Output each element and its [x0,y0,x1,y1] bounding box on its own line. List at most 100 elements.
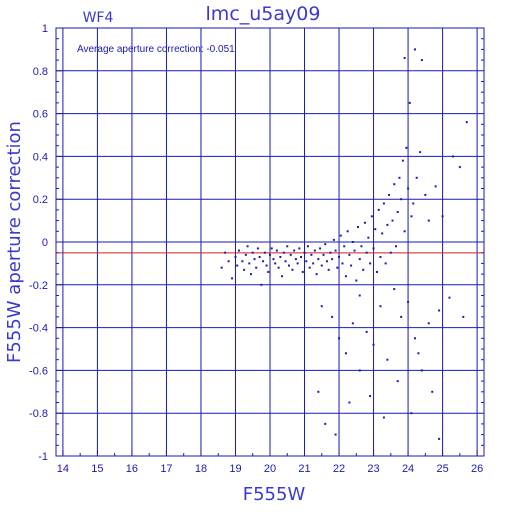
data-point [253,258,256,261]
data-point [351,241,354,243]
data-point [424,193,427,196]
data-point [381,232,384,235]
x-tick-label: 23 [367,463,379,475]
y-tick-label: 0.4 [33,151,48,163]
data-point [282,251,285,254]
x-tick-label: 16 [126,463,138,475]
data-point [438,309,441,312]
data-point [338,255,341,258]
data-point [407,300,410,303]
data-point [412,202,415,205]
data-point [451,155,454,158]
data-point [427,219,430,222]
data-point [462,315,465,318]
data-point [369,395,372,398]
data-point [465,121,468,124]
y-tick-label: 0.2 [33,194,48,206]
data-point [403,56,406,59]
data-point [431,390,434,393]
data-point [379,255,382,258]
data-point [434,185,437,188]
data-point [306,245,309,248]
data-point [343,245,346,248]
data-point [401,159,404,162]
chart-title: lmc_u5ay09 [206,3,321,25]
y-tick-label: -0.8 [29,408,48,420]
data-point [293,249,296,252]
data-point [269,253,271,256]
data-point [244,253,247,256]
data-point [386,358,389,361]
y-tick-label: 0.8 [33,66,48,78]
data-point [398,176,401,179]
data-point [351,322,354,325]
y-axis-label: F555W aperture correction [4,121,25,363]
x-tick-label: 25 [436,463,448,475]
data-point [372,343,375,346]
data-point [236,264,239,267]
data-point [389,251,392,254]
data-point [301,270,304,273]
data-point [458,166,461,169]
data-point [227,260,230,263]
x-tick-label: 24 [402,463,414,475]
data-point [324,422,327,425]
data-point [379,305,382,308]
data-point [315,273,318,276]
data-point [334,249,337,252]
data-point [320,264,323,267]
chip-label: WF4 [83,10,114,26]
x-axis-label: F555W [243,484,306,505]
data-point [413,337,416,340]
data-point [231,277,234,280]
tick-labels: 14 15 16 17 18 19 20 21 22 23 24 25 26 1 0.8 0.6 0.4 0.2 0… [29,23,483,475]
data-point [344,352,347,355]
reference-lines [56,241,484,254]
data-point [277,266,280,269]
data-point [357,226,360,229]
data-point [255,266,258,269]
data-point [370,215,373,218]
data-point [372,247,375,250]
data-point [353,249,356,252]
data-point [325,260,328,263]
y-tick-label: 0 [42,237,48,249]
data-points [220,48,468,440]
data-point [363,221,366,224]
data-point [441,215,444,218]
data-point [350,264,353,267]
data-point [348,401,351,404]
data-point [281,275,284,278]
data-point [376,270,378,273]
data-point [338,337,341,340]
data-point [448,296,451,299]
x-tick-label: 20 [264,463,276,475]
data-point [369,262,372,265]
data-point [286,245,289,248]
data-point [339,234,342,237]
plot-frame [55,27,485,457]
data-point [386,223,389,226]
data-point [358,294,361,297]
data-point [427,322,430,325]
data-point [362,268,365,271]
data-point [251,251,254,254]
data-point [267,270,270,273]
data-point [403,230,406,233]
data-point [287,264,290,267]
data-point [394,245,397,248]
data-point [258,255,261,258]
data-point [388,193,391,196]
data-point [346,230,349,233]
data-point [407,187,410,190]
x-tick-label: 18 [195,463,207,475]
y-tick-label: -1 [38,451,48,463]
y-tick-label: -0.2 [29,280,48,292]
data-point [308,266,311,269]
data-point [234,255,237,258]
data-point [419,151,422,154]
data-point [312,262,315,265]
data-point [250,273,253,276]
data-point [322,253,325,256]
